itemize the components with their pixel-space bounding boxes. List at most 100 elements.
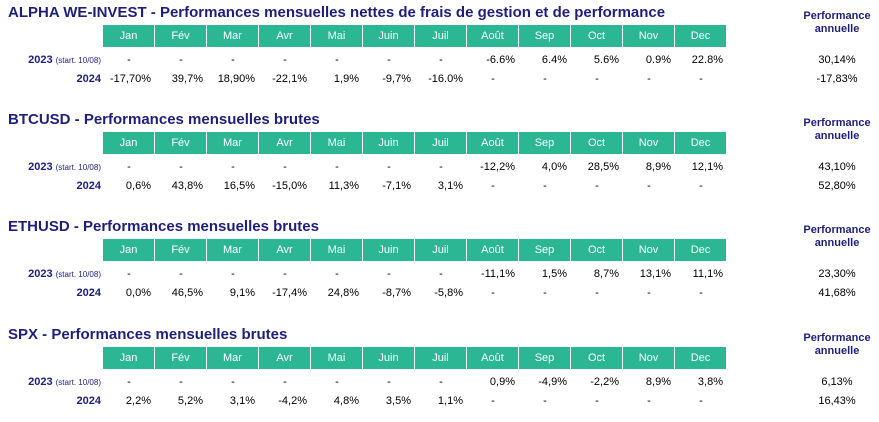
month-header: Fév	[155, 132, 207, 154]
month-value-cell: 8,7%	[593, 268, 619, 280]
year-row: 2024 0,0% 46,5% 9,1% -17,4% 24,8% -8,7% -5,8% - -…	[0, 284, 879, 302]
month-value-cell: -	[335, 376, 339, 388]
year-label: 2023 (start. 10/08)	[0, 51, 101, 70]
year-start-note: (start. 10/08)	[55, 378, 101, 387]
month-value-cell: 12,1%	[691, 161, 723, 173]
year-label: 2023 (start. 10/08)	[0, 158, 101, 177]
month-value-cell: -	[127, 54, 131, 66]
month-header: Juin	[363, 132, 415, 154]
month-value-cell: 3,5%	[385, 395, 411, 407]
month-header: Nov	[623, 132, 675, 154]
month-value-cell: -	[387, 54, 391, 66]
month-header: Août	[467, 347, 519, 369]
month-header: Mar	[207, 25, 259, 47]
month-header: Mai	[311, 239, 363, 261]
month-header: Dec	[675, 347, 727, 369]
section-title: ETHUSD - Performances mensuelles brutes	[8, 218, 319, 235]
month-header: Sep	[519, 132, 571, 154]
annual-header-line1: Performance	[803, 224, 871, 236]
month-value-cell: -	[439, 54, 443, 66]
month-header: Dec	[675, 239, 727, 261]
performance-section: ETHUSD - Performances mensuelles brutes P…	[0, 218, 879, 314]
month-value-cell: 46,5%	[171, 287, 203, 299]
annual-header-line2: annuelle	[814, 23, 860, 35]
annual-header-line2: annuelle	[814, 237, 860, 249]
month-value-cell: -	[699, 395, 703, 407]
year-value: 2023	[28, 54, 53, 66]
year-label: 2023 (start. 10/08)	[0, 373, 101, 392]
month-value-cell: 16,5%	[223, 180, 255, 192]
month-value-cell: 4,8%	[333, 395, 359, 407]
month-header: Juin	[363, 25, 415, 47]
month-value-cell: 1,1%	[437, 395, 463, 407]
year-label: 2024	[0, 177, 101, 195]
annual-performance-header: Performance annuelle	[795, 332, 879, 358]
month-value-cell: -	[543, 73, 547, 85]
month-value-cell: -	[647, 287, 651, 299]
year-label: 2024	[0, 284, 101, 302]
month-value-cell: -	[231, 161, 235, 173]
section-title: ALPHA WE-INVEST - Performances mensuelle…	[8, 4, 666, 21]
annual-performance-value: 23,30%	[818, 268, 856, 280]
month-value-cell: -	[543, 395, 547, 407]
performance-section: BTCUSD - Performances mensuelles brutes P…	[0, 111, 879, 207]
month-value-cell: -2,2%	[590, 376, 619, 388]
month-value-cell: 1,5%	[541, 268, 567, 280]
performance-section: SPX - Performances mensuelles brutes Perf…	[0, 326, 879, 422]
month-value-cell: -	[387, 161, 391, 173]
month-header: Mar	[207, 347, 259, 369]
performance-section: ALPHA WE-INVEST - Performances mensuelle…	[0, 4, 879, 100]
month-header: Dec	[675, 132, 727, 154]
month-header: Nov	[623, 239, 675, 261]
month-value-cell: -	[491, 73, 495, 85]
month-header: Nov	[623, 347, 675, 369]
month-value-cell: -	[335, 161, 339, 173]
annual-header-line1: Performance	[803, 117, 871, 129]
month-header: Jan	[103, 239, 155, 261]
month-value-cell: -	[439, 376, 443, 388]
month-value-cell: 13,1%	[639, 268, 671, 280]
month-header-row: Jan Fév Mar Avr Mai Juin Juil Août Sep Oct Nov Dec	[103, 347, 727, 369]
monthly-values: - - - - - - - -6.6% 6.4% 5.6% 0.9% 22.8%	[103, 51, 727, 69]
month-value-cell: -	[595, 73, 599, 85]
month-value-cell: 8,9%	[645, 376, 671, 388]
month-value-cell: -12,2%	[480, 161, 515, 173]
month-value-cell: 24,8%	[327, 287, 359, 299]
month-header: Juil	[415, 25, 467, 47]
month-value-cell: -	[491, 180, 495, 192]
annual-performance-header: Performance annuelle	[795, 224, 879, 250]
month-value-cell: -	[283, 54, 287, 66]
month-value-cell: -	[647, 73, 651, 85]
year-value: 2023	[28, 268, 53, 280]
month-header: Juin	[363, 239, 415, 261]
month-value-cell: -	[699, 73, 703, 85]
month-header: Oct	[571, 132, 623, 154]
month-value-cell: 9,1%	[229, 287, 255, 299]
year-value: 2023	[28, 161, 53, 173]
month-value-cell: -	[647, 180, 651, 192]
year-row: 2023 (start. 10/08) - - - - - - - -12,2% 4,0% 28,5…	[0, 158, 879, 176]
month-header: Jan	[103, 132, 155, 154]
month-value-cell: -	[283, 376, 287, 388]
month-value-cell: -22,1%	[272, 73, 307, 85]
year-label: 2024	[0, 392, 101, 410]
month-header: Juin	[363, 347, 415, 369]
annual-header-line2: annuelle	[814, 345, 860, 357]
month-value-cell: 6.4%	[541, 54, 567, 66]
month-value-cell: -	[595, 287, 599, 299]
year-label: 2024	[0, 70, 101, 88]
month-value-cell: -17,4%	[272, 287, 307, 299]
monthly-values: - - - - - - - -12,2% 4,0% 28,5% 8,9% 12,1%	[103, 158, 727, 176]
month-value-cell: -	[179, 268, 183, 280]
month-header: Mar	[207, 239, 259, 261]
month-value-cell: 18,90%	[217, 73, 255, 85]
month-header: Sep	[519, 239, 571, 261]
month-value-cell: 2,2%	[125, 395, 151, 407]
month-header: Sep	[519, 347, 571, 369]
month-value-cell: -	[439, 161, 443, 173]
month-header: Juil	[415, 239, 467, 261]
month-value-cell: -	[127, 268, 131, 280]
year-start-note: (start. 10/08)	[55, 270, 101, 279]
month-value-cell: -4,2%	[278, 395, 307, 407]
annual-performance-value: 30,14%	[818, 54, 856, 66]
